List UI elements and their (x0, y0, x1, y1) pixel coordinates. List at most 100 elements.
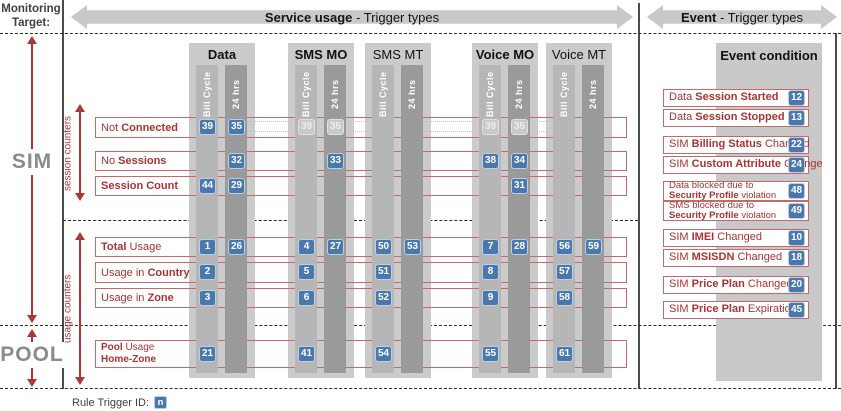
monitoring-target-label: Monitoring Target: (0, 3, 62, 31)
column-header-voice_mo: Voice MO (475, 47, 535, 62)
trigger-id-badge: 58 (556, 290, 573, 306)
label-segment: SIM (669, 231, 692, 244)
label-segment: IMEI (691, 231, 715, 244)
trigger-id-badge: 53 (404, 239, 421, 255)
event-condition-label: SMS blocked due to Security Profile viola… (669, 201, 776, 221)
label-segment: Security Profile (669, 210, 739, 221)
monitoring-target-line1: Monitoring (1, 3, 61, 15)
trigger-row-label-pool_usage: Pool Usage Home-Zone (101, 342, 156, 366)
trigger-id-badge: 34 (511, 153, 528, 169)
bar-label-h24: 24 hrs (330, 79, 340, 109)
event-arrow-label-rest: - Trigger types (716, 9, 804, 25)
trigger-id-badge: 8 (482, 264, 499, 280)
service-usage-arrow-label: Service usage - Trigger types (71, 5, 633, 29)
event-condition-label: Data Session Stopped (669, 111, 785, 124)
bar-label-bc: Bill Cycle (559, 71, 569, 117)
pool-label: POOL (0, 341, 66, 368)
label-segment: violation (738, 190, 777, 201)
event-condition-label: SIM IMEI Changed (669, 231, 762, 244)
label-segment: Connected (121, 121, 179, 134)
trigger-row-label-total_usage: Total Usage (101, 241, 161, 253)
event-arrow-label-bold: Event (680, 9, 717, 25)
event-condition-row: SIM Custom Attribute Change24 (663, 156, 823, 174)
label-segment: Changed (714, 231, 762, 244)
bar-label-h24: 24 hrs (588, 79, 598, 109)
bar-label-bc: Bill Cycle (378, 71, 388, 117)
trigger-id-badge: 5 (298, 264, 315, 280)
event-id-badge: 24 (788, 157, 805, 173)
label-segment: Session Started (695, 91, 779, 104)
bar-data-h24: 24 hrs (225, 65, 247, 373)
trigger-id-badge: 7 (482, 239, 499, 255)
trigger-id-badge: 52 (375, 290, 392, 306)
label-segment: Usage (126, 240, 162, 253)
label-segment: No (101, 154, 119, 167)
event-id-badge: 49 (788, 203, 805, 219)
divider-target-line (62, 0, 64, 389)
label-segment: Billing Status (691, 138, 762, 151)
bar-voice_mo-bc: Bill Cycle (479, 65, 501, 373)
sim-range-arrow: SIM (9, 36, 55, 323)
trigger-row-no_sessions: No Sessions (95, 151, 627, 171)
bar-sms_mt-h24: 24 hrs (401, 65, 423, 373)
event-condition-header: Event condition (720, 48, 818, 63)
trigger-id-badge: 27 (327, 239, 344, 255)
column-header-voice_mt: Voice MT (551, 47, 607, 62)
usage-counters-arrow-line (79, 239, 81, 378)
event-condition-label: Data Session Started (669, 91, 779, 104)
label-segment: Usage (122, 342, 155, 353)
trigger-row-usage_country: Usage in Country (95, 262, 627, 283)
event-condition-row: SIM Price Plan Changed 20 (663, 276, 809, 294)
trigger-id-badge: 6 (298, 290, 315, 306)
trigger-id-badge: 29 (228, 178, 245, 194)
trigger-id-badge: 55 (482, 346, 499, 362)
event-condition-row: SIM IMEI Changed 10 (663, 229, 809, 247)
event-id-badge: 10 (788, 230, 805, 246)
label-segment: Changed (761, 138, 810, 151)
bar-sms_mo-bc: Bill Cycle (295, 65, 317, 373)
bar-label-bc: Bill Cycle (202, 71, 212, 117)
trigger-id-badge: 31 (511, 178, 528, 194)
label-segment: Home-Zone (101, 354, 156, 365)
column-header-data: Data (207, 47, 237, 62)
trigger-id-badge: 39 (298, 119, 315, 135)
trigger-id-badge: 39 (482, 119, 499, 135)
label-segment: Data blocked due to (669, 180, 754, 192)
service-usage-arrow-label-rest: - Trigger types (352, 9, 440, 25)
label-segment: MSISDN (691, 251, 735, 264)
trigger-row-label-not_connected: Not Connected (101, 121, 178, 133)
event-id-badge: 48 (788, 183, 805, 199)
bar-label-bc: Bill Cycle (301, 71, 311, 117)
label-segment: violation (738, 210, 777, 221)
dashed-line-top (0, 33, 841, 34)
label-segment: Total (101, 240, 127, 253)
bar-label-bc: Bill Cycle (485, 71, 495, 117)
event-arrow-label: Event - Trigger types (647, 5, 837, 29)
usage-counters-label: usage counters (62, 274, 74, 344)
trigger-id-badge: 21 (199, 346, 216, 362)
trigger-id-badge: 35 (511, 119, 528, 135)
trigger-id-badge: 4 (298, 239, 315, 255)
trigger-row-pool_usage: Pool Usage Home-Zone (95, 340, 627, 368)
trigger-id-badge: 1 (199, 239, 216, 255)
event-condition-row: Data blocked due to Security Profile viol… (663, 181, 809, 201)
event-condition-label: Data blocked due to Security Profile viol… (669, 181, 776, 201)
rule-trigger-legend: Rule Trigger ID: n (72, 396, 168, 409)
trigger-row-label-usage_country: Usage in Country (101, 266, 190, 278)
event-id-badge: 18 (788, 250, 805, 266)
event-condition-row: SIM Billing Status Changed 22 (663, 136, 810, 154)
bar-voice_mo-h24: 24 hrs (508, 65, 530, 373)
label-segment: SIM (669, 251, 692, 264)
trigger-id-badge: 51 (375, 264, 392, 280)
trigger-id-badge: 54 (375, 346, 392, 362)
usage-counters-arrow (74, 232, 86, 385)
monitoring-target-line2: Target: (11, 16, 51, 29)
trigger-id-badge: 39 (199, 119, 216, 135)
label-segment: SIM (669, 278, 692, 291)
label-segment: SIM (669, 303, 692, 316)
label-segment: Not (101, 121, 122, 134)
event-condition-label: SIM MSISDN Changed (669, 251, 782, 264)
trigger-id-badge: 3 (199, 290, 216, 306)
label-segment: Usage in (101, 291, 148, 304)
